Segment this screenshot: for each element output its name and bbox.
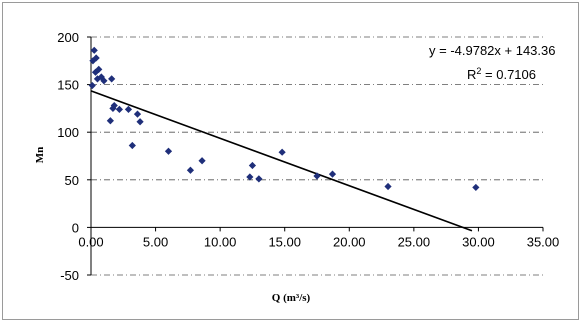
x-tick-label: 15.00 xyxy=(268,234,301,249)
x-tick-label: 5.00 xyxy=(143,234,168,249)
y-tick-label: 100 xyxy=(57,125,79,140)
data-point xyxy=(164,147,173,155)
trendline-equation: y = -4.9782x + 143.36 xyxy=(429,43,555,58)
data-point xyxy=(91,68,100,76)
data-point xyxy=(110,101,118,110)
data-point xyxy=(278,148,286,156)
data-point xyxy=(124,105,133,113)
data-point xyxy=(472,183,480,192)
data-point xyxy=(133,110,142,118)
y-tick-label: 200 xyxy=(57,30,79,45)
data-points xyxy=(88,46,480,192)
x-tick-label: 25.00 xyxy=(398,234,431,249)
data-point xyxy=(313,172,321,180)
tick-labels: -50 0 50 100 150 200 0.00 5.00 10.00 15.00 20.00 25… xyxy=(57,30,559,283)
x-axis-title: Q (m³/s) xyxy=(272,292,311,304)
data-point xyxy=(95,65,103,73)
trendline-group xyxy=(90,90,473,232)
r-squared-superscript: 2 xyxy=(476,66,481,76)
data-point xyxy=(100,77,108,85)
data-point xyxy=(106,117,114,125)
y-tick-label: 50 xyxy=(65,173,79,188)
data-point xyxy=(384,182,392,191)
data-point xyxy=(136,118,144,126)
data-point xyxy=(128,141,136,150)
y-tick-label: -50 xyxy=(60,268,79,283)
x-tick-label: 35.00 xyxy=(527,234,560,249)
data-point xyxy=(255,175,263,183)
data-point xyxy=(198,157,206,165)
data-point xyxy=(246,173,254,181)
r-squared-prefix: R xyxy=(467,67,476,82)
r-squared-value: = 0.7106 xyxy=(481,67,536,82)
y-axis-title: Mn xyxy=(34,147,46,164)
x-tick-label: 0.00 xyxy=(78,234,103,249)
gridlines xyxy=(91,36,543,276)
x-tick-label: 20.00 xyxy=(333,234,366,249)
data-point xyxy=(328,170,337,178)
x-tick-label: 10.00 xyxy=(204,234,237,249)
r-squared-label: R2 = 0.7106 xyxy=(467,66,536,82)
data-point xyxy=(92,54,100,62)
data-point xyxy=(115,105,124,113)
data-point xyxy=(186,166,195,174)
trendline xyxy=(90,90,473,232)
data-point xyxy=(108,75,116,83)
data-point xyxy=(90,46,98,54)
scatter-chart: -50 0 50 100 150 200 0.00 5.00 10.00 15.00 20.00 25… xyxy=(34,30,559,304)
y-tick-label: 0 xyxy=(72,220,79,235)
y-tick-label: 150 xyxy=(57,78,79,93)
data-point xyxy=(248,161,257,170)
axes xyxy=(87,36,544,276)
x-tick-label: 30.00 xyxy=(462,234,495,249)
data-point xyxy=(88,81,96,90)
chart-frame: -50 0 50 100 150 200 0.00 5.00 10.00 15.00 20.00 25… xyxy=(2,2,579,320)
